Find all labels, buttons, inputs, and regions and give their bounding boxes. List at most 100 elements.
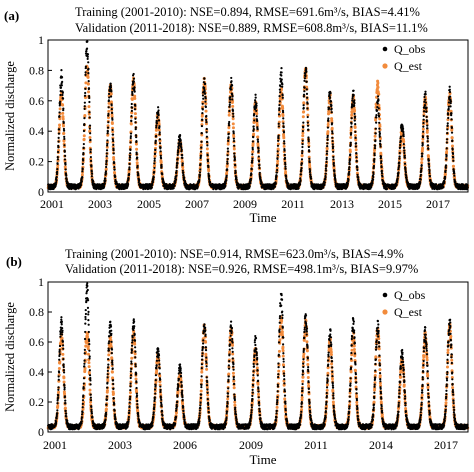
data-point-q-est-a xyxy=(58,107,62,111)
data-point-q-obs-a xyxy=(204,97,207,100)
data-point-q-obs-a xyxy=(55,181,58,184)
data-point-q-obs-a xyxy=(106,139,109,142)
data-point-q-est-a xyxy=(232,147,236,151)
data-point-q-obs-a xyxy=(250,161,254,164)
data-point-q-obs-a xyxy=(112,152,115,155)
data-point-q-obs-a xyxy=(234,164,237,167)
data-point-q-obs-a xyxy=(155,120,158,123)
data-point-q-obs-a xyxy=(282,131,286,134)
data-point-q-obs-a xyxy=(257,160,261,163)
data-point-q-est-a xyxy=(128,145,132,149)
data-point-q-obs-a xyxy=(326,145,329,148)
data-point-q-obs-a xyxy=(306,121,309,124)
data-point-q-obs-a xyxy=(107,99,110,102)
data-point-q-obs-a xyxy=(233,152,236,155)
data-point-q-est-a xyxy=(200,133,204,137)
data-point-q-obs-a xyxy=(204,82,207,85)
data-point-q-obs-a xyxy=(281,96,284,99)
data-point-q-est-a xyxy=(231,122,235,126)
data-point-q-est-a xyxy=(421,127,425,131)
data-point-q-obs-a xyxy=(57,146,60,149)
data-point-q-obs-a xyxy=(88,111,91,114)
data-point-q-obs-a xyxy=(206,160,210,163)
data-point-q-obs-a xyxy=(200,146,203,149)
data-point-q-obs-a xyxy=(329,100,333,103)
data-point-q-obs-a xyxy=(284,165,287,168)
data-point-q-obs-a xyxy=(153,166,156,170)
data-point-q-est-a xyxy=(281,120,285,124)
data-point-q-obs-a xyxy=(274,182,277,185)
data-point-q-obs-a xyxy=(130,109,133,112)
data-point-q-obs-a xyxy=(357,178,360,182)
data-point-q-obs-a xyxy=(227,139,230,142)
data-point-q-obs-a xyxy=(157,109,160,112)
data-point-q-obs-a xyxy=(280,71,283,74)
data-point-q-obs-a xyxy=(331,143,334,146)
data-point-q-obs-a xyxy=(88,100,91,104)
data-point-q-obs-a xyxy=(252,127,255,131)
data-point-q-obs-a xyxy=(330,111,333,114)
data-point-q-obs-a xyxy=(59,86,63,89)
data-point-q-est-a xyxy=(129,122,133,126)
data-point-q-obs-a xyxy=(58,111,61,114)
data-point-q-obs-a xyxy=(302,121,305,124)
data-point-q-obs-a xyxy=(285,177,288,180)
data-point-q-obs-a xyxy=(154,139,157,142)
annotation-validation-a: Validation (2011-2018): NSE=0.889, RMSE=… xyxy=(75,21,428,35)
data-point-q-obs-a xyxy=(82,129,86,133)
data-point-q-obs-a xyxy=(255,102,258,105)
data-point-q-obs-a xyxy=(137,179,141,182)
data-point-q-est-a xyxy=(225,171,229,175)
data-point-q-est-a xyxy=(105,156,109,160)
data-point-q-obs-a xyxy=(104,179,107,182)
data-point-q-obs-a xyxy=(83,117,86,120)
data-point-q-obs-a xyxy=(201,111,204,115)
data-point-q-est-a xyxy=(87,112,91,116)
data-point-q-obs-a xyxy=(332,150,335,153)
data-point-q-obs-a xyxy=(112,143,115,146)
data-point-q-obs-a xyxy=(306,96,309,99)
data-point-q-est-a xyxy=(204,102,208,106)
data-point-q-obs-a xyxy=(180,148,183,151)
data-point-q-obs-a xyxy=(278,104,281,107)
data-point-q-obs-a xyxy=(87,67,90,70)
data-point-q-obs-a xyxy=(257,149,260,152)
data-point-q-obs-a xyxy=(353,115,357,118)
data-point-q-obs-a xyxy=(113,165,116,169)
data-point-q-obs-a xyxy=(103,182,106,185)
data-point-q-obs-a xyxy=(324,167,327,170)
data-point-q-obs-a xyxy=(84,71,87,74)
data-point-q-obs-a xyxy=(333,170,336,173)
data-point-q-est-a xyxy=(251,142,255,146)
data-point-q-obs-a xyxy=(126,182,130,186)
data-point-q-obs-a xyxy=(326,126,330,129)
data-point-q-est-a xyxy=(84,81,88,85)
data-point-q-obs-a xyxy=(256,119,259,123)
data-point-q-obs-a xyxy=(155,126,158,129)
data-point-q-obs-a xyxy=(129,132,133,135)
data-point-q-obs-a xyxy=(57,132,61,135)
data-point-q-obs-a xyxy=(198,178,201,181)
data-point-q-obs-a xyxy=(205,121,208,124)
data-point-q-obs-a xyxy=(153,170,156,174)
data-point-q-obs-a xyxy=(130,119,133,123)
data-point-q-obs-a xyxy=(85,50,88,53)
data-point-q-obs-a xyxy=(252,129,255,133)
data-point-q-obs-a xyxy=(153,159,156,162)
data-point-q-est-a xyxy=(82,137,86,141)
data-point-q-obs-a xyxy=(276,154,279,157)
data-point-q-obs-a xyxy=(198,171,202,174)
data-point-q-obs-a xyxy=(105,149,109,152)
data-point-q-obs-a xyxy=(232,139,236,143)
data-point-q-obs-a xyxy=(110,104,113,107)
data-point-q-obs-a xyxy=(332,155,335,159)
data-point-q-obs-a xyxy=(134,117,137,120)
data-point-q-obs-a xyxy=(159,150,162,153)
data-point-q-obs-a xyxy=(112,149,115,152)
data-point-q-est-a xyxy=(109,92,113,96)
data-point-q-obs-a xyxy=(205,135,209,138)
data-point-q-obs-a xyxy=(324,172,327,175)
data-point-q-obs-a xyxy=(179,139,182,142)
data-point-q-obs-a xyxy=(177,150,180,153)
